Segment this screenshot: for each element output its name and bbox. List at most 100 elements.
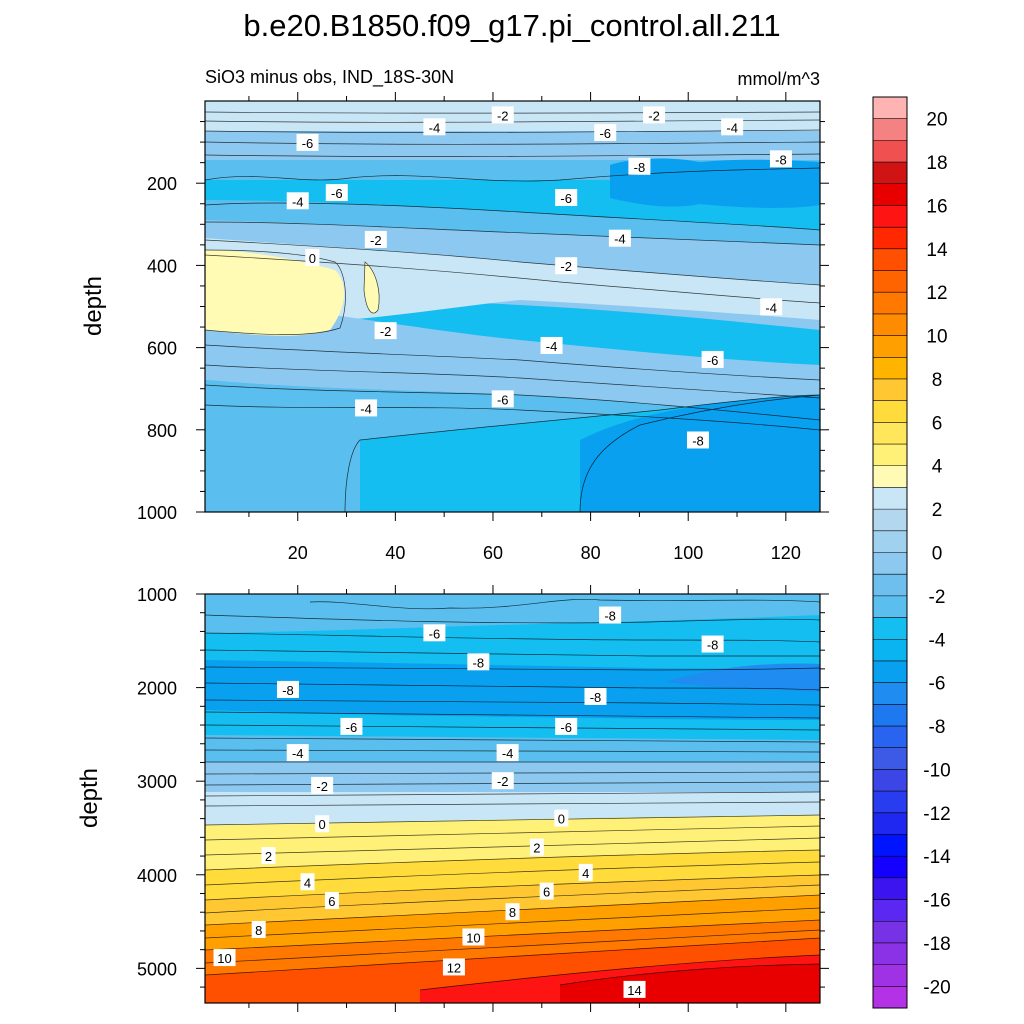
contour-label-text: -2 bbox=[497, 774, 509, 789]
contour-label: -4 bbox=[286, 744, 309, 762]
contour-label-text: -4 bbox=[614, 232, 626, 247]
colorbar-label: -8 bbox=[929, 717, 946, 738]
contour-label-text: 8 bbox=[509, 905, 516, 920]
contour-label-text: 8 bbox=[255, 923, 262, 938]
contour-label: 2 bbox=[261, 847, 276, 865]
contour-label: -4 bbox=[721, 118, 744, 136]
y-tick-label: 3000 bbox=[137, 772, 177, 792]
contour-label-text: 2 bbox=[533, 841, 540, 856]
contour-label-bg bbox=[324, 891, 339, 909]
colorbar-swatch bbox=[873, 97, 907, 120]
y-tick-label: 4000 bbox=[137, 866, 177, 886]
contour-label: 4 bbox=[578, 863, 593, 881]
contour-label: -2 bbox=[643, 106, 666, 124]
upper-patch-positive2 bbox=[364, 262, 380, 314]
y-tick-label: 400 bbox=[147, 256, 177, 276]
contour-label-bg bbox=[296, 133, 319, 151]
colorbar-swatch bbox=[873, 335, 907, 358]
contour-label-text: -2 bbox=[648, 108, 660, 123]
contour-label-text: -4 bbox=[360, 401, 372, 416]
contour-label: 10 bbox=[462, 928, 485, 946]
contour-label-bg bbox=[701, 350, 724, 368]
contour-label-text: -6 bbox=[331, 186, 343, 201]
y-tick-label: 2000 bbox=[137, 679, 177, 699]
contour-label: -4 bbox=[540, 336, 563, 354]
contour-label: 8 bbox=[505, 903, 520, 921]
contour-label-text: 4 bbox=[582, 866, 589, 881]
upper-y-axis-title: depth bbox=[80, 276, 107, 336]
lower-contour-line bbox=[205, 849, 820, 871]
upper-contour-line bbox=[205, 249, 346, 335]
colorbar-label: 8 bbox=[932, 370, 943, 391]
lower-y-axis-title: depth bbox=[76, 768, 103, 828]
contour-label-bg bbox=[594, 124, 617, 142]
contour-label-text: -6 bbox=[346, 720, 358, 735]
colorbar-swatch bbox=[873, 270, 907, 293]
upper-contour-line bbox=[363, 261, 380, 314]
lower-contour-line bbox=[559, 963, 820, 986]
contour-label-bg bbox=[364, 230, 387, 248]
upper-band-weak bbox=[205, 238, 820, 323]
y-tick-label: 5000 bbox=[137, 959, 177, 979]
contour-label: -4 bbox=[608, 229, 631, 247]
colorbar-swatch bbox=[873, 227, 907, 250]
contour-label-text: -2 bbox=[497, 108, 509, 123]
contour-label-bg bbox=[300, 873, 315, 891]
contour-label-bg bbox=[491, 772, 514, 790]
contour-label: -4 bbox=[423, 118, 446, 136]
contour-label-text: 10 bbox=[217, 951, 231, 966]
lower-contour-line bbox=[309, 598, 820, 610]
colorbar-swatch bbox=[873, 812, 907, 835]
contour-label-bg bbox=[721, 118, 744, 136]
contour-label-text: -8 bbox=[282, 683, 294, 698]
contour-label-bg bbox=[340, 717, 363, 735]
y-tick-label: 1000 bbox=[137, 503, 177, 523]
contour-label: -6 bbox=[423, 624, 446, 642]
contour-label: 6 bbox=[539, 882, 554, 900]
contour-label-text: -4 bbox=[292, 194, 304, 209]
y-tick-label: 1000 bbox=[137, 585, 177, 605]
contour-label: -6 bbox=[594, 124, 617, 142]
lower-contour-line bbox=[205, 724, 820, 731]
contour-label: 8 bbox=[251, 920, 266, 938]
contour-label-bg bbox=[286, 192, 309, 210]
lower-band-top bbox=[205, 594, 820, 633]
colorbar-label: 2 bbox=[932, 500, 943, 521]
colorbar-swatch bbox=[873, 574, 907, 597]
colorbar-swatch bbox=[873, 942, 907, 966]
lower-band-weak bbox=[205, 792, 820, 825]
contour-label: 4 bbox=[300, 873, 315, 891]
colorbar-swatch bbox=[873, 140, 907, 163]
upper-contour-line bbox=[205, 153, 820, 157]
colorbar-swatch bbox=[873, 617, 907, 640]
upper-contour-line bbox=[205, 239, 820, 286]
x-tick-label: 20 bbox=[288, 543, 308, 563]
colorbar-swatch bbox=[873, 422, 907, 445]
contour-label-text: 12 bbox=[447, 960, 461, 975]
colorbar-label: 18 bbox=[926, 153, 947, 174]
colorbar-swatch bbox=[873, 899, 907, 922]
contour-label-text: -4 bbox=[765, 300, 777, 315]
colorbar-swatch bbox=[873, 444, 907, 467]
contour-label-bg bbox=[311, 776, 334, 794]
colorbar-label: -16 bbox=[923, 891, 950, 912]
upper-band-mid bbox=[205, 200, 820, 245]
contour-label-bg bbox=[251, 920, 266, 938]
contour-label: 0 bbox=[315, 815, 330, 833]
contour-label-bg bbox=[423, 624, 446, 642]
contour-label-bg bbox=[540, 336, 563, 354]
colorbar-label: -18 bbox=[923, 934, 950, 955]
contour-label: -2 bbox=[555, 257, 578, 275]
contour-label-text: -4 bbox=[546, 339, 558, 354]
colorbar-swatch bbox=[873, 964, 907, 987]
colorbar-swatch bbox=[873, 509, 907, 532]
x-tick-label: 40 bbox=[385, 543, 405, 563]
upper-contour-line bbox=[579, 394, 820, 512]
subtitle-left: SiO3 minus obs, IND_18S-30N bbox=[205, 67, 454, 88]
x-tick-label: 120 bbox=[771, 543, 801, 563]
contour-label-bg bbox=[701, 635, 724, 653]
contour-label-text: 14 bbox=[627, 983, 641, 998]
contour-label-text: -2 bbox=[560, 259, 572, 274]
contour-label-text: -8 bbox=[590, 690, 602, 705]
